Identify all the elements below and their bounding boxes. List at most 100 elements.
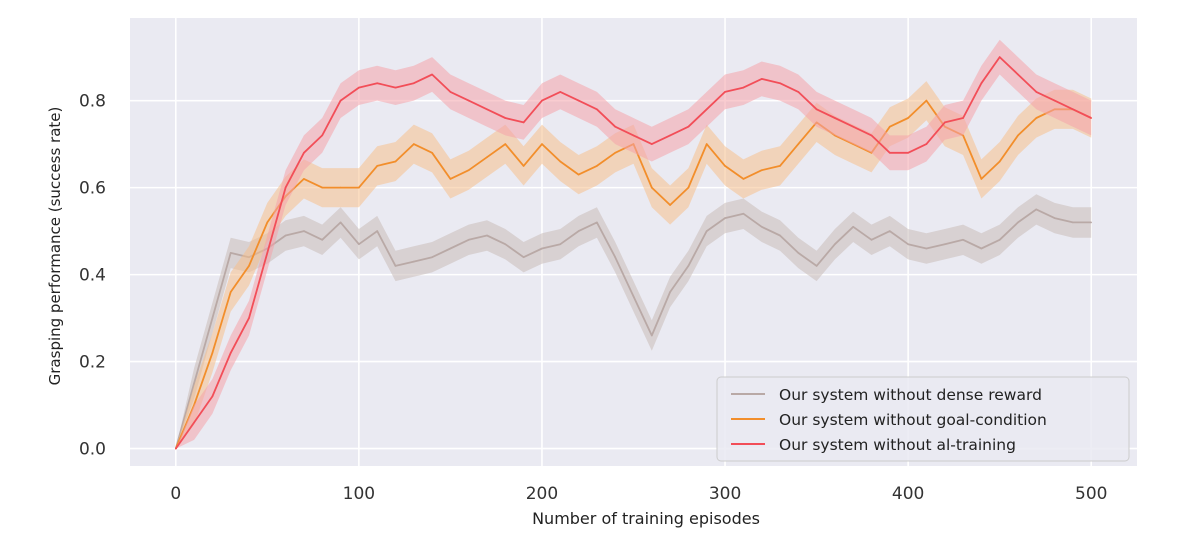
legend-label-3: Our system without al-training	[779, 436, 1016, 454]
series-2-point	[339, 186, 342, 189]
series-1-point	[376, 230, 379, 232]
series-1-point	[449, 247, 452, 250]
series-1-point	[1072, 221, 1074, 224]
series-3-point	[614, 125, 616, 128]
series-1	[174, 194, 1092, 450]
series-3-point	[504, 117, 507, 119]
series-1-point	[559, 243, 562, 245]
series-1-point	[815, 265, 818, 267]
series-3-point	[229, 352, 232, 354]
legend-label-2: Our system without goal-condition	[779, 411, 1047, 429]
series-3-point	[1017, 73, 1019, 76]
series-2-point	[724, 165, 726, 167]
series-3-point	[742, 86, 745, 89]
x-tick-label: 200	[526, 484, 558, 504]
series-1-point	[834, 243, 836, 245]
series-3-point	[687, 125, 690, 128]
y-tick-label: 0.4	[79, 266, 106, 286]
series-3-point	[1090, 117, 1092, 119]
series-1-point	[1090, 221, 1092, 224]
series-3-point	[193, 421, 195, 424]
series-3-point	[925, 143, 928, 145]
x-tick-label: 300	[709, 484, 741, 504]
series-3-point	[834, 117, 836, 119]
series-3-point	[705, 108, 708, 111]
series-1-point	[394, 265, 397, 267]
series-1-point	[797, 252, 800, 254]
series-1-point	[614, 256, 616, 259]
series-2-point	[449, 178, 452, 180]
series-2-point	[431, 152, 433, 154]
series-2-point	[376, 165, 379, 167]
series-1-point	[632, 295, 635, 298]
series-3-point	[815, 108, 818, 111]
series-2-point	[577, 173, 580, 176]
series-2-point	[760, 169, 763, 171]
series-2-point	[596, 165, 598, 167]
series-1-point	[907, 243, 909, 245]
series-3-point	[760, 78, 763, 80]
series-3-point	[266, 252, 269, 254]
series-2-point	[797, 143, 800, 145]
series-2-point	[1017, 134, 1019, 137]
series-1-point	[229, 252, 232, 254]
series-3-point	[577, 99, 580, 102]
series-3-point	[596, 108, 598, 111]
series-3-point	[303, 152, 305, 154]
y-tick-label: 0.0	[79, 440, 106, 460]
series-2-point	[248, 265, 250, 267]
series-1-point	[998, 239, 1001, 241]
x-tick-label: 500	[1075, 484, 1107, 504]
legend: Our system without dense reward Our syste…	[716, 376, 1130, 462]
series-2-point	[980, 178, 983, 180]
series-1-point	[1053, 217, 1056, 219]
series-1-point	[1017, 221, 1019, 224]
x-tick-label: 400	[892, 484, 924, 504]
series-1-point	[303, 230, 305, 232]
y-tick-label: 0.6	[79, 179, 106, 199]
series-3-point	[980, 82, 983, 84]
series-1-point	[724, 217, 726, 219]
series-1-confidence-band	[175, 194, 1092, 449]
series-2-point	[303, 178, 305, 180]
y-tick-label: 0.8	[79, 92, 106, 112]
series-3-point	[394, 86, 397, 89]
series-1-point	[760, 226, 763, 228]
series-1-point	[889, 230, 891, 232]
series-2-point	[266, 221, 269, 224]
tick-labels: 0 100 200 300 400 500 0.0 0.2 0.4 0.6 0.8	[79, 92, 1108, 504]
series-2-confidence-band	[175, 81, 1092, 449]
series-2-point	[541, 143, 543, 145]
series-1-point	[944, 243, 946, 245]
series-3-point	[870, 134, 873, 137]
series-2-point	[925, 99, 928, 102]
series-2-point	[998, 160, 1001, 163]
series-3-point	[724, 91, 726, 93]
series-1-point	[651, 334, 653, 337]
series-2-point	[229, 291, 232, 293]
series-3-point	[669, 134, 671, 137]
series-1-point	[669, 291, 671, 293]
series-2-point	[742, 178, 745, 180]
series-3-point	[889, 152, 891, 154]
series-2-point	[413, 143, 415, 145]
series-2-point	[614, 152, 616, 154]
series-1-point	[852, 226, 854, 228]
series-1-point	[486, 234, 488, 237]
y-axis-label: Grasping performance (success rate)	[46, 107, 64, 386]
series-2-point	[907, 117, 909, 119]
series-2-point	[779, 165, 781, 167]
series-1-point	[193, 382, 195, 385]
series-3-point	[358, 86, 360, 89]
series-2-point	[467, 169, 470, 171]
series-3-point	[376, 82, 379, 84]
series-3-point	[852, 125, 854, 128]
series-3-point	[413, 82, 415, 84]
series-1-point	[870, 239, 873, 241]
series-3-point	[998, 56, 1001, 58]
series-2-point	[321, 186, 324, 189]
y-tick-label: 0.2	[79, 353, 106, 373]
series-3-point	[907, 152, 909, 154]
